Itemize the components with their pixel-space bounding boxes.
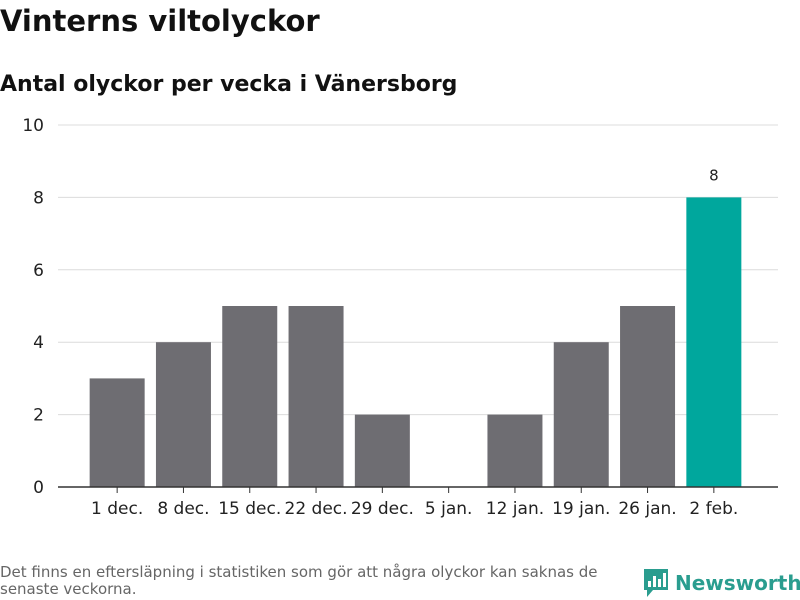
x-tick-label: 19 jan. — [552, 499, 610, 519]
chart-subtitle: Antal olyckor per vecka i Vänersborg — [0, 72, 458, 97]
y-tick-label: 0 — [33, 478, 44, 498]
x-tick-label: 1 dec. — [91, 499, 143, 519]
x-tick-label: 26 jan. — [618, 499, 676, 519]
bar-chart: 0 2 4 6 8 10 1 dec. 8 dec. 15 dec. 22 dec. 29 dec.… — [22, 116, 778, 519]
bar — [553, 342, 609, 487]
data-label: 8 — [709, 166, 719, 184]
x-tick-label: 15 dec. — [218, 499, 281, 519]
bar — [155, 342, 211, 487]
newsworthy-logo-text: Newsworthy — [675, 571, 800, 595]
footnote: Det finns en eftersläpning i statistiken… — [0, 563, 598, 598]
y-tick-label: 10 — [22, 116, 44, 136]
bar — [354, 414, 410, 487]
x-tick-label: 12 jan. — [486, 499, 544, 519]
bar — [222, 306, 278, 487]
bar — [620, 306, 676, 487]
chart-title: Vinterns viltolyckor — [0, 4, 320, 38]
y-tick-label: 2 — [33, 406, 44, 426]
bar — [89, 378, 145, 487]
y-tick-label: 6 — [33, 261, 44, 281]
x-tick-label: 2 feb. — [689, 499, 738, 519]
newsworthy-logo: Newsworthy — [643, 568, 800, 598]
y-tick-label: 8 — [33, 188, 44, 208]
bar — [288, 306, 344, 487]
newsworthy-logo-icon — [644, 569, 668, 597]
x-tick-label: 5 jan. — [425, 499, 473, 519]
x-tick-label: 8 dec. — [157, 499, 209, 519]
bar — [686, 197, 742, 487]
bar — [487, 414, 543, 487]
x-tick-label: 22 dec. — [285, 499, 348, 519]
x-tick-label: 29 dec. — [351, 499, 414, 519]
y-tick-label: 4 — [33, 333, 44, 353]
